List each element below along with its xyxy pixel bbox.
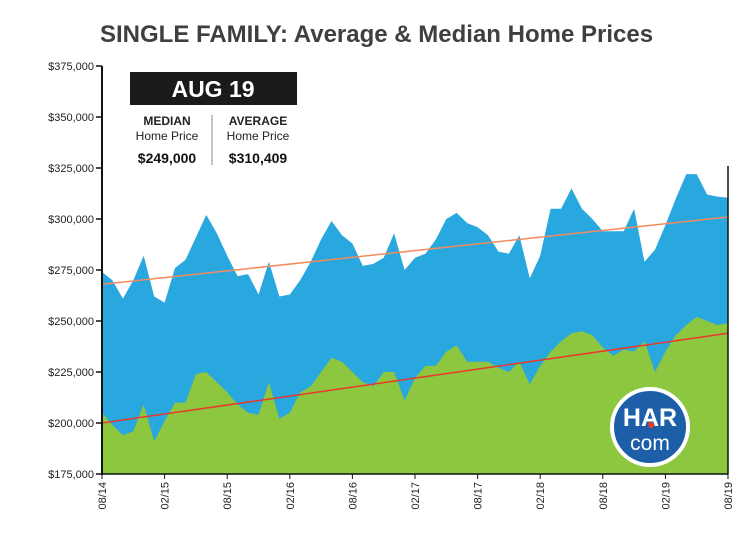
median-label-1: MEDIAN [143,114,190,128]
average-trend-line [101,216,729,286]
x-tick-label: 08/18 [598,482,610,510]
y-tick-label: $325,000 [48,163,94,175]
x-tick-label: 02/17 [410,482,422,510]
period-label: AUG 19 [171,76,254,102]
y-tick-label: $375,000 [48,61,94,73]
y-tick-label: $225,000 [48,367,94,379]
x-tick-label: 08/17 [473,482,485,510]
x-tick-label: 02/16 [285,482,297,510]
x-tick-label: 02/18 [535,482,547,510]
chart-title: SINGLE FAMILY: Average & Median Home Pri… [100,21,653,48]
average-label-1: AVERAGE [229,114,287,128]
median-label-2: Home Price [136,129,199,143]
logo-dot [648,422,654,428]
y-tick-label: $350,000 [48,112,94,124]
x-tick-label: 02/19 [660,482,672,510]
x-tick-label: 08/19 [723,482,735,510]
logo-text-bottom: com [630,432,670,455]
x-tick-label: 08/14 [97,482,109,510]
average-label-2: Home Price [227,129,290,143]
period-banner [130,72,297,105]
har-logo: HAR com [610,387,690,467]
x-tick-label: 08/15 [222,482,234,510]
median-value: $249,000 [138,150,197,166]
y-tick-label: $175,000 [48,469,94,481]
y-tick-label: $300,000 [48,214,94,226]
y-tick-label: $250,000 [48,316,94,328]
average-value: $310,409 [229,150,288,166]
x-tick-label: 02/15 [160,482,172,510]
median-trend-line [101,332,729,424]
y-tick-label: $200,000 [48,418,94,430]
summary-box: AUG 19 MEDIAN Home Price $249,000 AVERAG… [130,72,297,166]
x-tick-label: 08/16 [347,482,359,510]
y-tick-label: $275,000 [48,265,94,277]
